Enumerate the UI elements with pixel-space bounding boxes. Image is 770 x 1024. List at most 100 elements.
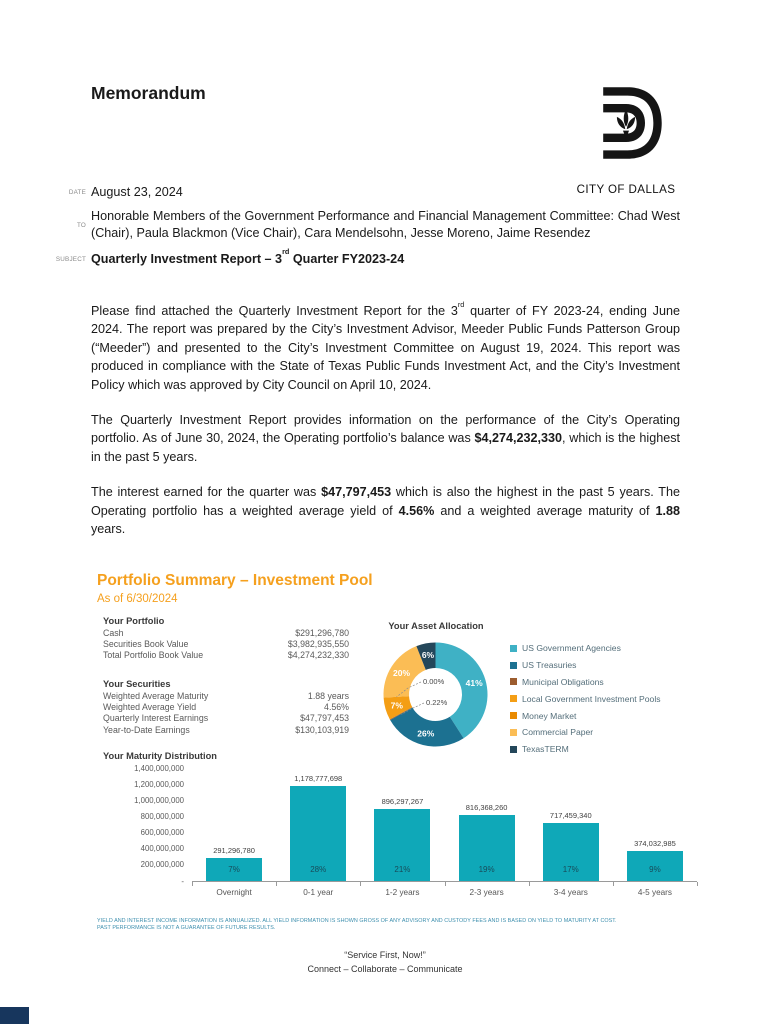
legend-swatch-icon	[510, 745, 517, 753]
legend-label: Municipal Obligations	[522, 676, 604, 687]
field-row-date: DATE August 23, 2024	[48, 184, 682, 202]
bar-percent-label: 7%	[228, 865, 240, 874]
donut-slice-5	[383, 646, 426, 698]
legend-label: US Treasuries	[522, 660, 577, 671]
text-segment: 4.56%	[398, 503, 435, 518]
field-value-to: Honorable Members of the Government Perf…	[91, 208, 680, 243]
x-axis-category-label: 2-3 years	[469, 888, 504, 897]
legend-item-us-treasuries: US Treasuries	[510, 657, 661, 674]
summary-row: Quarterly Interest Earnings $47,797,453	[103, 713, 349, 724]
legend-swatch-icon	[510, 678, 517, 686]
disclaimer-line-1: YIELD AND INTEREST INCOME INFORMATION IS…	[97, 918, 617, 924]
x-axis-tick	[276, 882, 278, 886]
x-axis-category-label: 4-5 years	[637, 888, 673, 897]
x-axis-category-label: 1-2 years	[385, 888, 420, 897]
field-row-to: TO Honorable Members of the Government Pe…	[48, 208, 682, 243]
legend-label: Commercial Paper	[522, 727, 594, 738]
donut-slice-2	[389, 707, 413, 720]
text-segment: which is also the highest in the past 5 …	[91, 485, 680, 518]
city-of-dallas-logo: CITY OF DALLAS	[563, 76, 689, 196]
bar-slot-2-3-years: 816,368,260 19%	[445, 768, 529, 881]
text-segment: Please find attached the Quarterly Inves…	[91, 304, 458, 318]
your-securities-rows: Weighted Average Maturity 1.88 years Weigh…	[103, 691, 349, 736]
bar-value-label: 374,032,985	[634, 838, 676, 848]
page-title: Memorandum	[91, 83, 206, 103]
bar-percent-label: 21%	[394, 865, 411, 874]
text-segment: 1.88	[655, 503, 680, 518]
your-portfolio-table: Your Portfolio Cash $291,296,780 Securitie…	[103, 616, 349, 662]
your-portfolio-rows: Cash $291,296,780 Securities Book Value $3,…	[103, 628, 349, 662]
legend-label: Local Government Investment Pools	[522, 693, 661, 704]
bar-chart-x-axis: Overnight 0-1 year 1-2 years 2-3 years 3-4 y…	[192, 882, 697, 897]
summary-row-value: $291,296,780	[295, 628, 349, 638]
x-axis-tick	[192, 882, 193, 886]
field-value-date: August 23, 2024	[91, 184, 680, 202]
bar-value-label: 291,296,780	[213, 845, 255, 855]
bar-chart-inner: 1,400,000,000 1,200,000,000 1,000,000,000 8…	[97, 763, 698, 903]
logo-caption: CITY OF DALLAS	[576, 183, 676, 196]
text-segment: quarter of FY 2023-24, ending June 2024.…	[91, 304, 680, 392]
page-corner-mark	[0, 1007, 29, 1024]
y-axis-tick-label: 1,200,000,000	[134, 779, 184, 789]
dallas-d-logo-icon	[603, 87, 662, 159]
legend-item-municipal-obligations: Municipal Obligations	[510, 674, 661, 691]
memo-paragraph-1: Please find attached the Quarterly Inves…	[91, 299, 680, 394]
text-segment: rd	[457, 299, 465, 309]
y-axis-tick-label: 800,000,000	[140, 811, 184, 821]
bar: 19%	[458, 815, 515, 881]
legend-swatch-icon	[510, 695, 517, 703]
disclaimer-line-2: PAST PERFORMANCE IS NOT A GUARANTEE OF F…	[97, 925, 276, 932]
text-segment: The interest earned for the quarter was	[91, 485, 322, 500]
report-as-of: As of 6/30/2024	[97, 593, 178, 605]
text-segment: Quarter FY2023-24	[289, 251, 405, 266]
text-segment: rd	[282, 247, 290, 257]
donut-slice-label: 20%	[393, 668, 410, 678]
memo-body: Please find attached the Quarterly Inves…	[91, 299, 680, 555]
legend-swatch-icon	[510, 644, 517, 652]
summary-row: Total Portfolio Book Value $4,274,232,330	[103, 650, 349, 661]
donut-slice-3	[383, 696, 413, 720]
x-axis-tick	[528, 882, 530, 886]
legend-label: US Government Agencies	[522, 643, 621, 654]
bar: 28%	[290, 785, 347, 881]
summary-row-value: $130,103,919	[295, 724, 349, 735]
summary-row-value: $3,982,935,550	[287, 639, 349, 650]
summary-row: Year-to-Date Earnings $130,103,919	[103, 725, 349, 736]
memo-fields: DATE August 23, 2024 TO Honorable Members o…	[48, 184, 682, 274]
summary-row-label: Cash	[103, 628, 124, 638]
bar-slot-0-1-year: 1,178,777,698 28%	[276, 768, 360, 881]
x-axis-tick	[360, 882, 362, 886]
y-axis-tick-label: 1,000,000,000	[134, 795, 184, 805]
donut-callout-line	[401, 702, 425, 715]
bar-chart-axis-ticks	[192, 882, 698, 886]
text-segment: Honorable Members of the Government Perf…	[91, 208, 680, 241]
legend-swatch-icon	[510, 728, 517, 736]
donut-slice-6	[416, 642, 436, 670]
summary-row-label: Total Portfolio Book Value	[103, 650, 204, 661]
donut-slice-label: 41%	[466, 678, 483, 688]
field-row-subject: SUBJECT Quarterly Investment Report – 3rd…	[48, 248, 682, 269]
field-label-to: TO	[76, 221, 86, 229]
x-axis-category-label: Overnight	[216, 888, 252, 897]
text-segment: $4,274,232,330	[474, 431, 563, 446]
asset-allocation-donut-chart: 41% 26% 7% 20% 6% 0.00% 0.22%	[378, 637, 493, 752]
bar: 9%	[626, 850, 683, 881]
legend-item-texasterm: TexasTERM	[510, 741, 661, 758]
summary-row-value: 4.56%	[324, 702, 349, 713]
donut-slice-label: 26%	[417, 729, 434, 739]
summary-row-label: Year-to-Date Earnings	[103, 724, 190, 735]
summary-row: Weighted Average Maturity 1.88 years	[103, 691, 349, 702]
y-axis-tick-label: 200,000,000	[140, 860, 184, 870]
bar: 7%	[206, 857, 263, 881]
bar-chart-y-axis: 1,400,000,000 1,200,000,000 1,000,000,000 8…	[97, 764, 192, 886]
asset-allocation-legend: US Government Agencies US Treasuries Munic…	[510, 640, 661, 758]
donut-callout-line	[396, 681, 422, 698]
legend-label: Money Market	[522, 710, 577, 721]
maturity-distribution-bar-chart: 1,400,000,000 1,200,000,000 1,000,000,000 8…	[97, 763, 698, 903]
text-segment: $47,797,453	[321, 485, 392, 500]
bar-percent-label: 28%	[310, 865, 327, 874]
legend-item-us-government-agencies: US Government Agencies	[510, 640, 661, 657]
text-segment: years.	[91, 522, 126, 537]
summary-row-label: Quarterly Interest Earnings	[103, 713, 209, 724]
